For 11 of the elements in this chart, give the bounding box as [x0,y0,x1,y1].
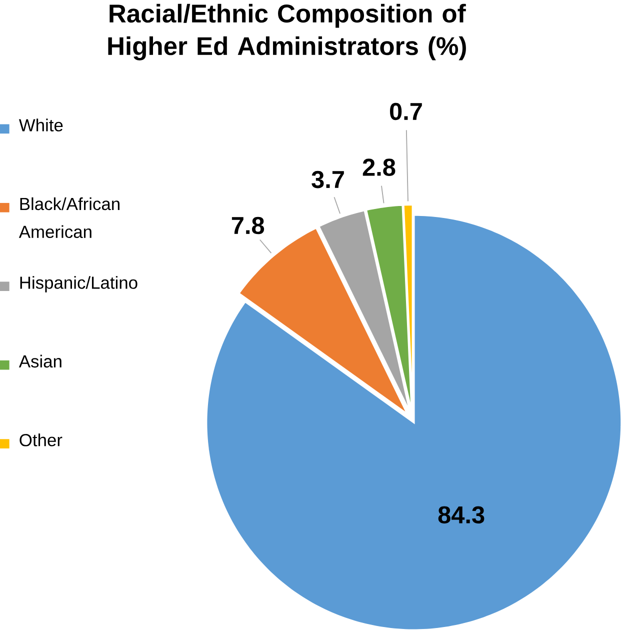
data-label: 7.8 [232,216,264,234]
data-label: 0.7 [390,102,422,120]
legend-label: Hispanic/Latino [20,276,138,292]
data-label: 2.8 [362,158,396,176]
legend-label: Black/African American [18,197,120,238]
chart-title: Racial/Ethnic Composition of Higher Ed Administrators (%) [108,4,466,60]
legend-label: Asian [18,354,62,368]
data-label: 84.3 [438,506,484,524]
data-label: 3.7 [311,170,344,188]
legend-label: White [18,118,62,132]
legend-label: Other [20,434,62,446]
